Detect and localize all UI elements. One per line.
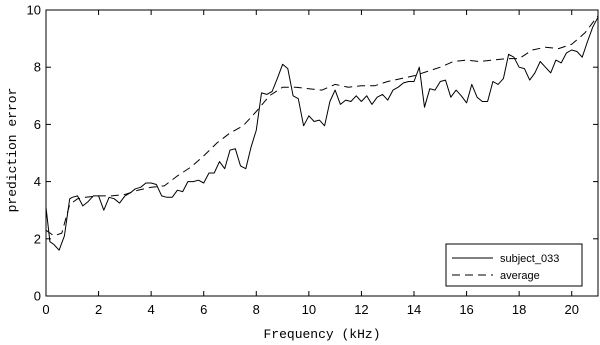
legend-label-subject: subject_033 [500, 253, 559, 265]
y-tick-label: 2 [34, 231, 41, 246]
y-axis-title: prediction error [5, 88, 20, 213]
x-tick-label: 2 [95, 302, 102, 317]
x-tick-label: 14 [407, 302, 421, 317]
x-axis-title: Frequency (kHz) [263, 327, 380, 342]
y-tick-label: 10 [27, 3, 41, 18]
x-tick-label: 10 [302, 302, 316, 317]
y-tick-label: 4 [34, 174, 41, 189]
y-tick-label: 0 [34, 289, 41, 304]
series-layer [45, 15, 599, 251]
x-tick-label: 8 [253, 302, 260, 317]
legend-box [445, 243, 583, 287]
x-tick-label: 0 [42, 302, 49, 317]
x-tick-label: 12 [354, 302, 368, 317]
x-tick-label: 6 [200, 302, 207, 317]
series-average-line [45, 15, 599, 237]
legend: subject_033 average [445, 243, 583, 287]
plot-frame [45, 9, 599, 297]
y-tick-label: 6 [34, 117, 41, 132]
x-tick-label: 16 [459, 302, 473, 317]
legend-label-average: average [500, 270, 540, 282]
ticks-layer: 0 2 4 6 8 10 12 14 16 18 20 0 2 4 6 8 10 [27, 3, 598, 317]
x-tick-label: 4 [148, 302, 155, 317]
series-subject-line [45, 16, 599, 251]
y-tick-label: 8 [34, 60, 41, 75]
plot-area [45, 9, 599, 297]
x-tick-label: 20 [564, 302, 578, 317]
x-tick-label: 18 [512, 302, 526, 317]
